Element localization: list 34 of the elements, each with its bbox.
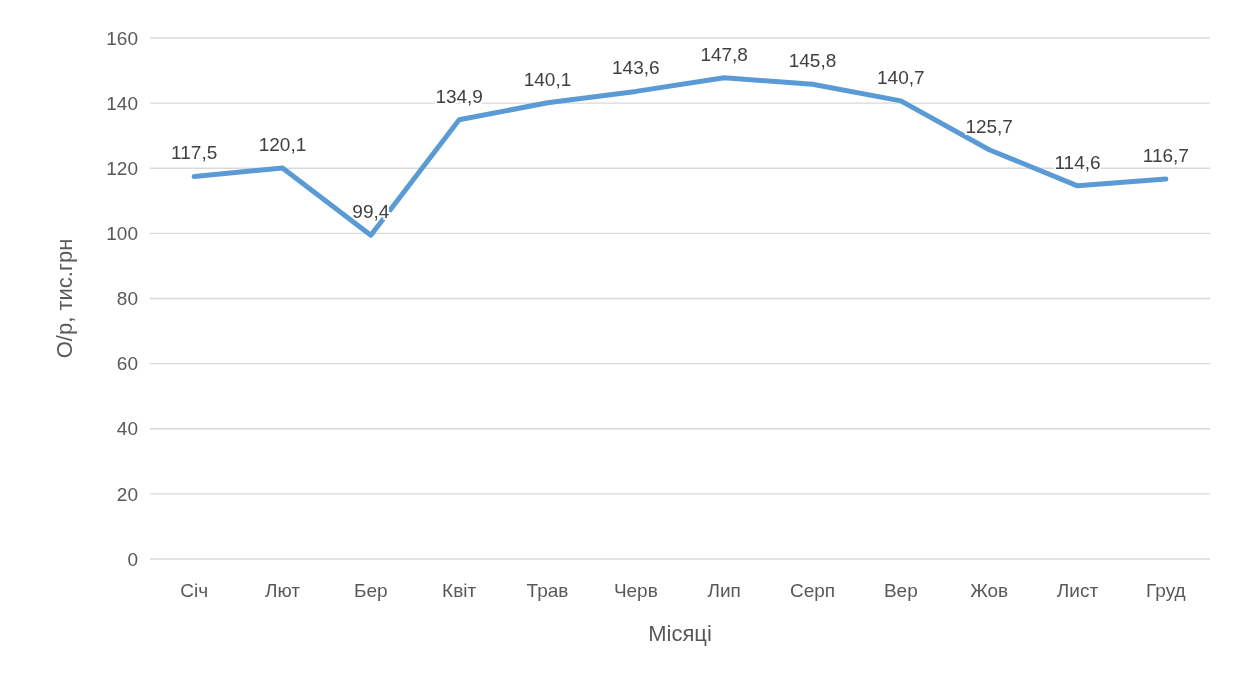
y-tick-label: 60: [116, 353, 138, 375]
y-axis-title: О/р, тис.грн: [52, 238, 77, 359]
data-label: 145,8: [788, 50, 837, 72]
y-tick-label: 40: [116, 418, 138, 440]
x-tick-label: Вер: [883, 580, 918, 601]
x-tick-label: Січ: [180, 580, 209, 601]
x-tick-label: Квіт: [442, 580, 477, 601]
y-tick-label: 20: [116, 483, 138, 505]
x-tick-label: Груд: [1146, 580, 1186, 601]
data-label: 120,1: [258, 133, 307, 155]
x-tick-label: Черв: [613, 580, 658, 601]
x-tick-label: Лист: [1056, 580, 1099, 601]
x-tick-label: Лип: [707, 580, 741, 601]
x-tick-label: Серп: [789, 580, 836, 601]
x-axis-title: Місяці: [648, 621, 712, 646]
y-tick-label: 80: [116, 288, 138, 310]
y-tick-label: 120: [106, 157, 138, 179]
y-tick-label: 140: [106, 92, 138, 114]
data-label: 140,7: [877, 66, 925, 88]
data-label: 134,9: [435, 85, 483, 107]
y-tick-label: 100: [106, 223, 138, 245]
data-label: 147,8: [700, 43, 748, 65]
x-tick-label: Лют: [264, 580, 301, 601]
y-tick-label: 0: [127, 548, 138, 570]
y-tick-label: 160: [106, 27, 138, 49]
data-label: 116,7: [1142, 145, 1189, 166]
data-label: 140,1: [523, 68, 572, 90]
data-label: 143,6: [612, 57, 660, 79]
data-label: 117,5: [171, 142, 218, 164]
data-label: 114,6: [1054, 151, 1101, 173]
x-tick-label: Жов: [970, 580, 1009, 601]
x-tick-label: Трав: [526, 580, 569, 601]
data-label: 125,7: [965, 115, 1013, 137]
x-tick-label: Бер: [354, 580, 388, 601]
